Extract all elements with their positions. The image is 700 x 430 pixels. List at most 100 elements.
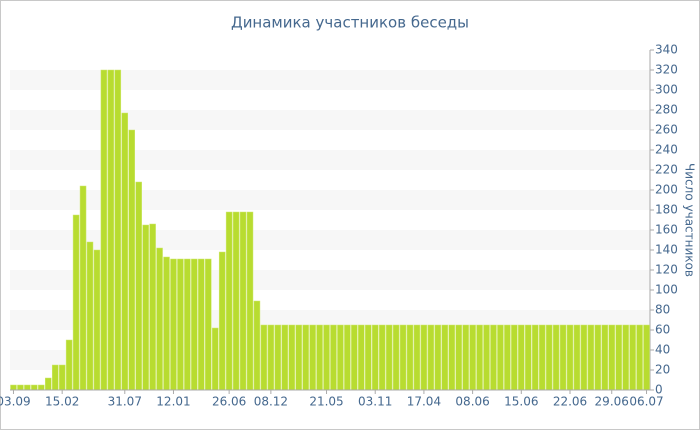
y-tick-label: 280 xyxy=(655,103,678,117)
bar xyxy=(406,324,414,391)
bar xyxy=(31,384,38,391)
bar xyxy=(636,324,643,391)
bar xyxy=(24,384,31,391)
bar xyxy=(86,241,94,391)
bar xyxy=(302,324,309,391)
bar xyxy=(469,324,476,391)
bar xyxy=(17,384,24,391)
y-axis-label: Число участников xyxy=(683,163,697,277)
bar xyxy=(260,324,268,391)
x-tick-label: 26.06 xyxy=(212,395,246,409)
bar xyxy=(72,214,80,391)
y-tick-label: 40 xyxy=(655,343,670,357)
y-tick-label: 160 xyxy=(655,223,678,237)
bar xyxy=(378,324,386,391)
bar xyxy=(531,324,539,391)
bar xyxy=(38,384,45,391)
bar xyxy=(518,324,525,391)
bar xyxy=(351,324,358,391)
bar xyxy=(288,324,295,391)
y-tick-label: 20 xyxy=(655,363,670,377)
bar xyxy=(504,324,511,391)
bar xyxy=(511,324,518,391)
bar xyxy=(392,324,400,391)
bar xyxy=(142,224,149,391)
bar xyxy=(246,211,254,391)
bar xyxy=(107,69,115,391)
bar xyxy=(365,324,372,391)
grid-band xyxy=(10,150,650,170)
bar xyxy=(93,249,101,391)
y-tick-label: 220 xyxy=(655,163,678,177)
bar xyxy=(45,377,52,391)
grid-band xyxy=(10,110,650,130)
grid-band xyxy=(10,310,650,330)
bar xyxy=(559,324,567,391)
y-tick-label: 200 xyxy=(655,183,678,197)
bar xyxy=(615,324,622,391)
bar xyxy=(267,324,275,391)
bar xyxy=(337,324,344,391)
bar xyxy=(10,384,17,391)
bar xyxy=(177,258,184,391)
bar xyxy=(608,324,615,391)
x-tick-label: 06.07 xyxy=(629,395,663,409)
bar xyxy=(580,324,588,391)
y-tick-label: 180 xyxy=(655,203,678,217)
bar xyxy=(253,300,261,391)
bar xyxy=(490,324,497,391)
x-tick-label: 15.02 xyxy=(45,395,79,409)
bar xyxy=(497,324,504,391)
y-tick-label: 140 xyxy=(655,243,678,257)
bar xyxy=(622,324,629,391)
grid-band xyxy=(10,70,650,90)
bar xyxy=(462,324,469,391)
bar xyxy=(594,324,602,391)
y-tick-label: 300 xyxy=(655,83,678,97)
bar xyxy=(281,324,289,391)
bar xyxy=(51,364,59,391)
x-tick-label: 15.06 xyxy=(504,395,538,409)
x-tick-label: 21.05 xyxy=(309,395,343,409)
bar xyxy=(79,185,87,391)
x-tick-label: 17.04 xyxy=(407,395,441,409)
bar xyxy=(156,247,163,391)
grid-band xyxy=(10,190,650,210)
x-tick-label: 03.09 xyxy=(0,395,31,409)
bar xyxy=(191,258,198,391)
bar xyxy=(58,364,66,391)
bar xyxy=(448,324,455,391)
bar xyxy=(149,223,156,391)
bar xyxy=(413,324,421,391)
bar xyxy=(455,324,462,391)
bar xyxy=(427,324,435,391)
bar xyxy=(330,324,337,391)
bar xyxy=(218,251,226,391)
y-tick-label: 260 xyxy=(655,123,678,137)
grid-band xyxy=(10,230,650,250)
x-tick-label: 29.06 xyxy=(595,395,629,409)
bar xyxy=(587,324,595,391)
bar xyxy=(323,324,330,391)
grid-band xyxy=(10,270,650,290)
y-tick-label: 120 xyxy=(655,263,678,277)
bar xyxy=(629,324,636,391)
bar xyxy=(643,324,650,391)
bar xyxy=(601,324,609,391)
x-tick-label: 12.01 xyxy=(156,395,190,409)
bar xyxy=(385,324,393,391)
y-tick-label: 0 xyxy=(655,383,663,397)
bar xyxy=(121,112,129,391)
bar xyxy=(316,324,323,391)
chart-title: Динамика участников беседы xyxy=(231,14,469,32)
bar xyxy=(65,339,73,391)
y-tick-label: 320 xyxy=(655,63,678,77)
bar xyxy=(371,324,379,391)
y-tick-label: 100 xyxy=(655,283,678,297)
x-tick-label: 03.11 xyxy=(358,395,392,409)
bar xyxy=(344,324,351,391)
bar xyxy=(483,324,490,391)
bar xyxy=(232,211,240,391)
y-tick-label: 60 xyxy=(655,323,670,337)
